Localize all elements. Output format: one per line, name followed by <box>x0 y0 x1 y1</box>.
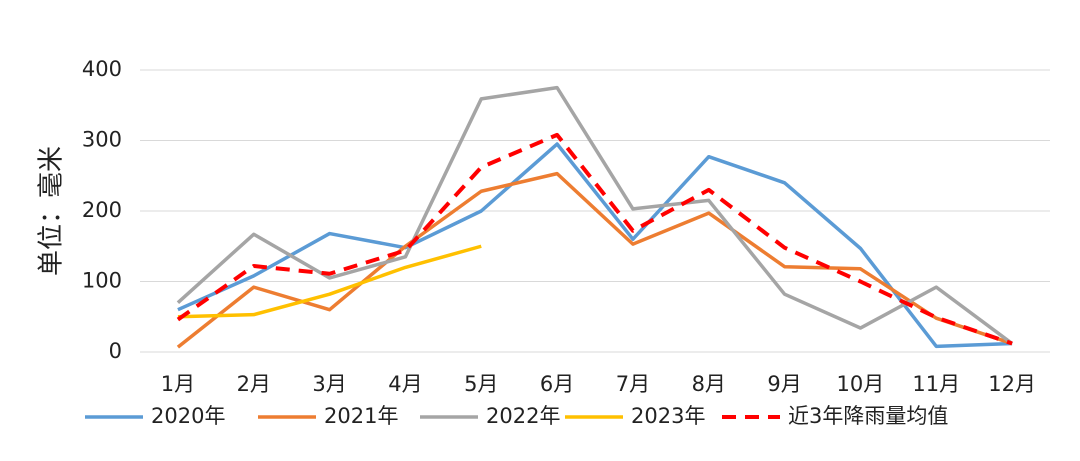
y-axis-label: 单位：毫米 <box>37 146 67 276</box>
x-tick-label: 7月 <box>616 372 650 396</box>
x-tick-label: 6月 <box>540 372 574 396</box>
legend-label: 近3年降雨量均值 <box>788 404 948 428</box>
legend-label: 2020年 <box>151 404 225 428</box>
legend-label: 2022年 <box>486 404 560 428</box>
legend-label: 2021年 <box>324 404 398 428</box>
y-tick-label: 300 <box>82 128 122 152</box>
x-tick-label: 9月 <box>767 372 801 396</box>
series-line <box>176 85 1014 345</box>
series-line <box>176 171 1013 349</box>
y-tick-label: 400 <box>82 57 122 81</box>
x-tick-label: 10月 <box>837 372 885 396</box>
legend-label: 2023年 <box>631 404 705 428</box>
x-tick-label: 3月 <box>312 372 346 396</box>
x-tick-label: 12月 <box>988 372 1036 396</box>
x-tick-label: 4月 <box>388 372 422 396</box>
x-tick-label: 5月 <box>464 372 498 396</box>
y-tick-label: 200 <box>82 198 122 222</box>
x-tick-label: 11月 <box>912 372 960 396</box>
x-tick-label: 2月 <box>237 372 271 396</box>
series-line <box>177 142 1013 349</box>
y-tick-label: 0 <box>109 339 122 363</box>
series-line <box>177 244 482 319</box>
y-tick-label: 100 <box>82 269 122 293</box>
x-tick-label: 8月 <box>692 372 726 396</box>
x-tick-label: 1月 <box>161 372 195 396</box>
